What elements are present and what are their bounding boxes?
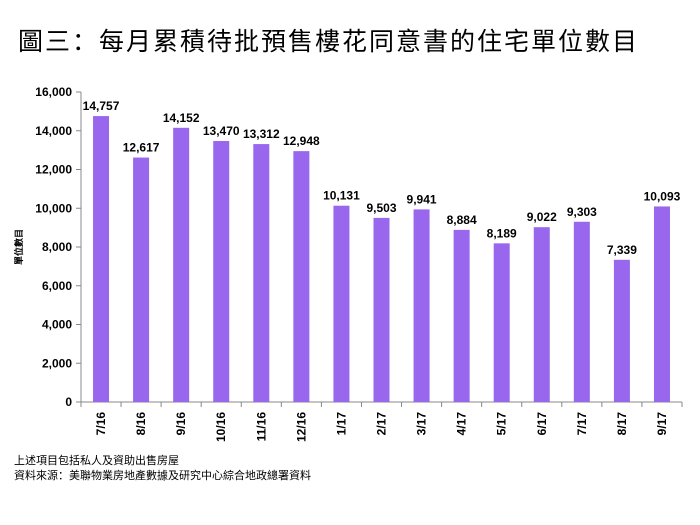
footnote-source: 資料來源：美聯物業房地產數據及研究中心綜合地政總署資料 bbox=[14, 469, 311, 482]
x-tick-label: 8/16 bbox=[134, 412, 148, 436]
y-axis-title: 單位數目 bbox=[13, 229, 24, 265]
y-tick-label: 14,000 bbox=[35, 124, 72, 138]
data-label: 12,617 bbox=[123, 141, 160, 155]
data-label: 12,948 bbox=[283, 134, 320, 148]
x-tick-label: 7/17 bbox=[575, 412, 589, 436]
bar-8-16 bbox=[133, 157, 150, 402]
bar-3-17 bbox=[413, 209, 430, 402]
y-tick-label: 12,000 bbox=[35, 163, 72, 177]
bar-10-16 bbox=[213, 141, 230, 403]
data-label: 9,941 bbox=[407, 192, 437, 206]
data-label: 8,189 bbox=[487, 226, 517, 240]
bar-7-16 bbox=[93, 116, 110, 402]
y-tick-label: 2,000 bbox=[42, 356, 72, 370]
bar-5-17 bbox=[493, 243, 510, 402]
x-tick-label: 8/17 bbox=[615, 412, 629, 436]
x-tick-label: 4/17 bbox=[455, 412, 469, 436]
bar-6-17 bbox=[533, 227, 550, 402]
data-label: 10,093 bbox=[644, 189, 681, 203]
bar-1-17 bbox=[333, 205, 350, 402]
bar-11-16 bbox=[253, 144, 270, 402]
data-label: 9,303 bbox=[567, 205, 597, 219]
x-tick-label: 5/17 bbox=[495, 412, 509, 436]
x-tick-label: 12/16 bbox=[294, 412, 308, 442]
x-tick-label: 7/16 bbox=[94, 412, 108, 436]
y-tick-label: 6,000 bbox=[42, 279, 72, 293]
y-tick-label: 4,000 bbox=[42, 318, 72, 332]
data-label: 8,884 bbox=[447, 213, 477, 227]
footnote-scope: 上述項目包括私人及資助出售房屋 bbox=[14, 454, 179, 467]
chart-title: 圖三：每月累積待批預售樓花同意書的住宅單位數目 bbox=[18, 27, 640, 56]
data-label: 14,152 bbox=[163, 111, 200, 125]
y-tick-label: 8,000 bbox=[42, 240, 72, 254]
y-tick-label: 16,000 bbox=[35, 85, 72, 99]
data-label: 13,312 bbox=[243, 127, 280, 141]
data-label: 10,131 bbox=[323, 189, 360, 203]
x-tick-label: 2/17 bbox=[375, 412, 389, 436]
x-tick-label: 11/16 bbox=[254, 412, 268, 442]
x-tick-label: 6/17 bbox=[535, 412, 549, 436]
bar-8-17 bbox=[613, 259, 630, 402]
x-tick-label: 10/16 bbox=[214, 412, 228, 442]
y-tick-label: 10,000 bbox=[35, 201, 72, 215]
y-tick-label: 0 bbox=[65, 395, 72, 409]
bar-2-17 bbox=[373, 217, 390, 402]
x-tick-label: 9/16 bbox=[174, 412, 188, 436]
bar-9-17 bbox=[653, 206, 670, 402]
bar-12-16 bbox=[293, 151, 310, 402]
data-label: 14,757 bbox=[83, 99, 120, 113]
x-tick-label: 1/17 bbox=[334, 412, 348, 436]
bar-4-17 bbox=[453, 229, 470, 402]
x-tick-label: 9/17 bbox=[655, 412, 669, 436]
x-tick-label: 3/17 bbox=[415, 412, 429, 436]
data-label: 9,503 bbox=[366, 201, 396, 215]
data-label: 9,022 bbox=[527, 210, 557, 224]
bar-7-17 bbox=[573, 221, 590, 402]
data-label: 7,339 bbox=[607, 243, 637, 257]
bar-9-16 bbox=[173, 127, 190, 403]
data-label: 13,470 bbox=[203, 124, 240, 138]
